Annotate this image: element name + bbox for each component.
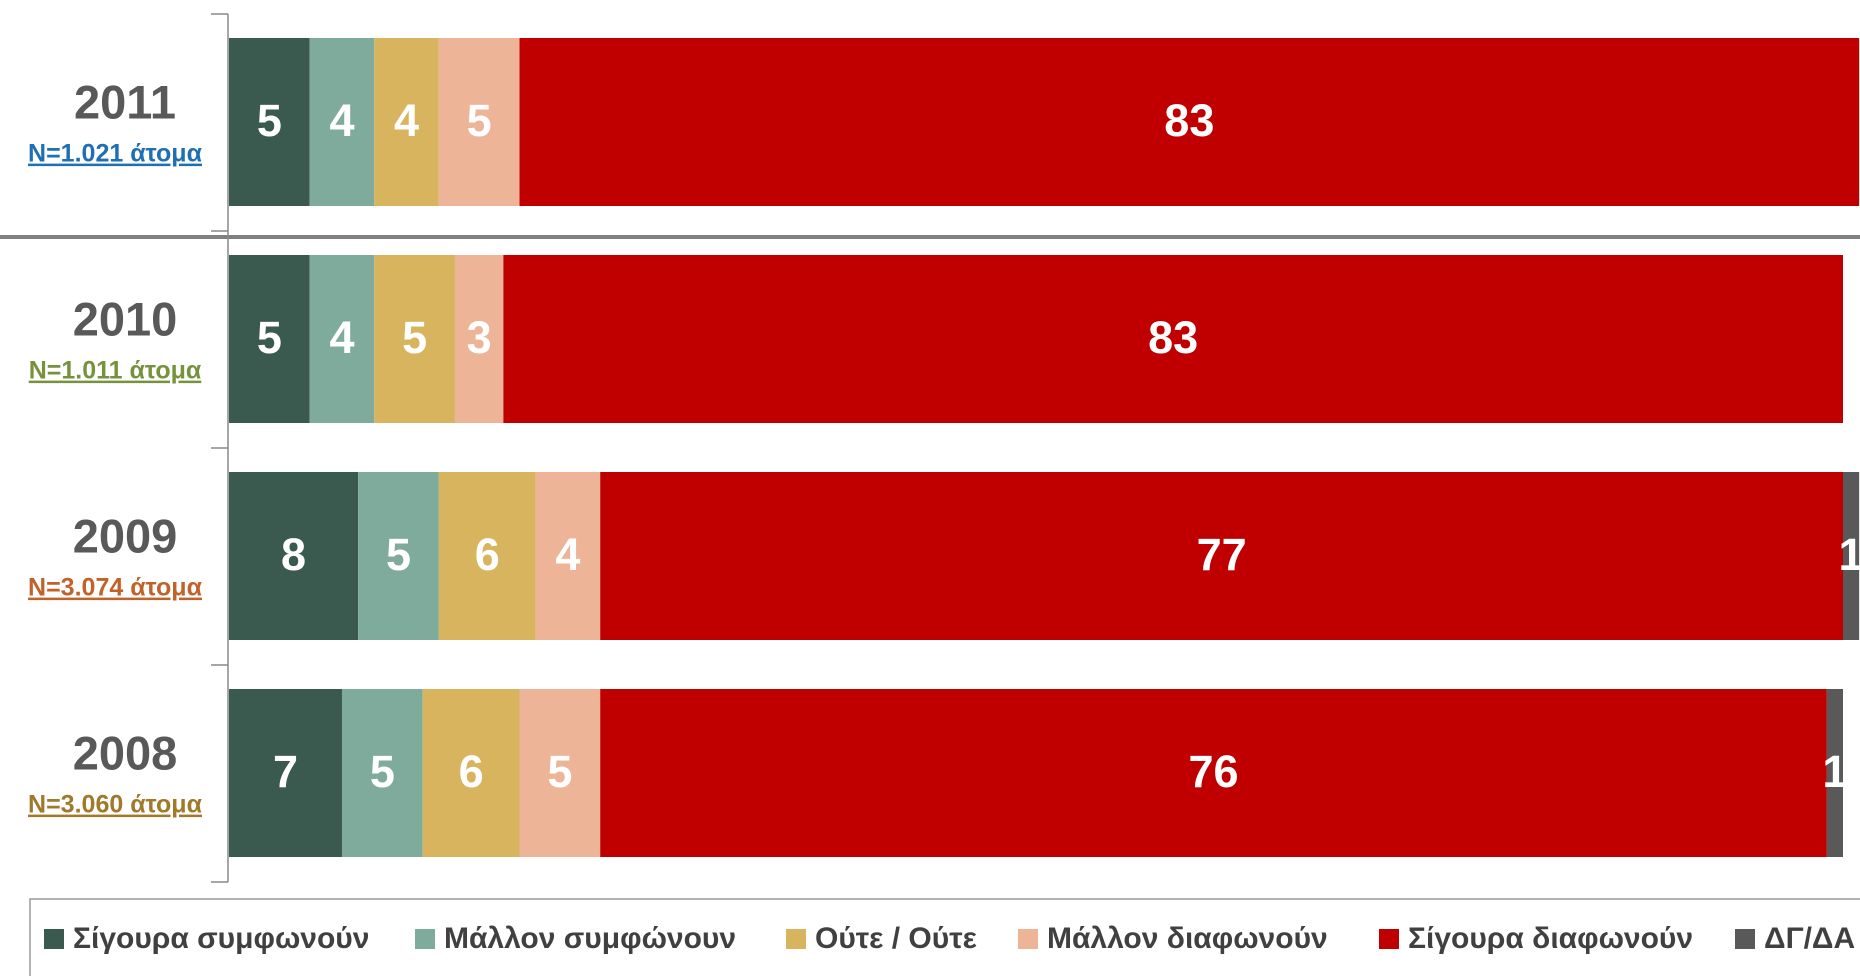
legend-swatch — [415, 929, 435, 949]
bar-segment — [503, 255, 1843, 423]
data-label: 83 — [1148, 312, 1198, 363]
bar-segment — [535, 472, 601, 640]
legend-swatch — [786, 929, 806, 949]
legend-swatch — [1379, 929, 1399, 949]
data-label: 1 — [1822, 746, 1847, 797]
legend-label: Σίγουρα διαφωνούν — [1408, 922, 1693, 955]
category-label: 2011 — [74, 75, 176, 128]
data-label: 77 — [1197, 529, 1247, 580]
bar-segment — [229, 255, 310, 423]
bar-segment — [374, 255, 455, 423]
legend-label: Ούτε / Ούτε — [815, 922, 977, 955]
bar-segment — [519, 689, 601, 857]
bar-segment — [229, 472, 359, 640]
data-label: 5 — [547, 746, 572, 797]
bar-segment — [309, 38, 375, 206]
data-label: 6 — [475, 529, 500, 580]
data-label: 5 — [402, 312, 427, 363]
sample-label: N=3.060 άτομα — [28, 791, 203, 819]
legend-label: Σίγουρα συμφωνούν — [73, 922, 369, 955]
legend-swatch — [1018, 929, 1038, 949]
category-label: 2010 — [73, 292, 178, 345]
sample-label: N=1.011 άτομα — [29, 357, 202, 385]
bar-segment — [229, 38, 310, 206]
data-label: 83 — [1164, 95, 1214, 146]
bar-segment — [438, 38, 520, 206]
data-label: 76 — [1189, 746, 1239, 797]
data-label: 4 — [329, 312, 354, 363]
legend-label: ΔΓ/ΔΑ — [1764, 922, 1855, 955]
legend-label: Μάλλον διαφωνούν — [1047, 922, 1328, 955]
bar-segment — [341, 689, 423, 857]
bar-segment — [229, 689, 342, 857]
bar-segment — [309, 255, 375, 423]
data-label: 5 — [370, 746, 395, 797]
bar-segment — [1826, 689, 1843, 857]
bar-segment — [1843, 472, 1860, 640]
data-label: 5 — [257, 312, 282, 363]
bar-segment — [600, 472, 1843, 640]
bar-segment — [374, 38, 439, 206]
legend-box — [29, 898, 1860, 976]
bar-segment — [358, 472, 439, 640]
data-label: 4 — [394, 95, 419, 146]
data-label: 1 — [1839, 529, 1860, 580]
data-label: 6 — [459, 746, 484, 797]
data-label: 5 — [257, 95, 282, 146]
category-label: 2008 — [73, 726, 178, 779]
bar-segment — [519, 38, 1860, 206]
data-label: 5 — [467, 95, 492, 146]
bar-segment — [422, 689, 520, 857]
data-label: 8 — [281, 529, 306, 580]
category-label: 2009 — [73, 509, 178, 562]
legend-swatch — [1735, 929, 1755, 949]
data-label: 4 — [329, 95, 354, 146]
data-label: 4 — [555, 529, 580, 580]
sample-label: N=3.074 άτομα — [28, 574, 203, 602]
data-label: 3 — [467, 312, 492, 363]
legend-label: Μάλλον συμφώνουν — [444, 922, 736, 955]
legend-swatch — [44, 929, 64, 949]
sample-label: N=1.021 άτομα — [28, 140, 203, 168]
data-label: 7 — [273, 746, 298, 797]
bar-segment — [600, 689, 1827, 857]
bar-segment — [454, 255, 504, 423]
bar-segment — [438, 472, 536, 640]
data-label: 5 — [386, 529, 411, 580]
